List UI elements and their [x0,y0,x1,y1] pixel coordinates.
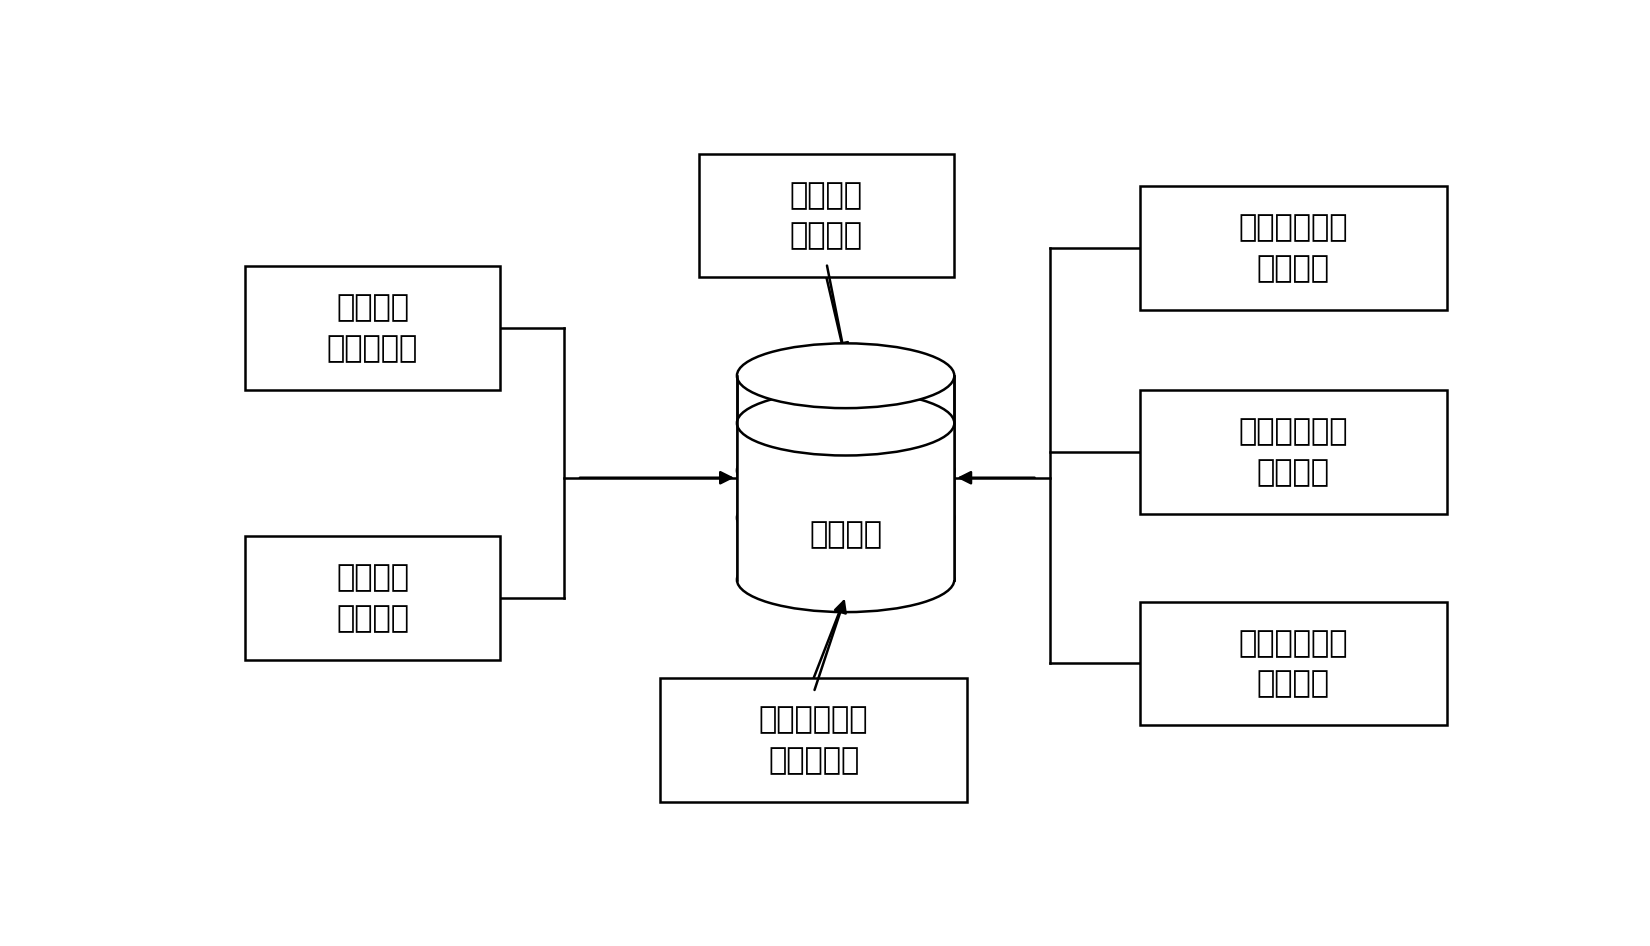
Text: 动态数据
采集模块: 动态数据 采集模块 [790,181,863,251]
Bar [244,536,500,660]
Bar [1140,602,1447,726]
Bar [738,376,954,580]
Ellipse shape [738,343,954,408]
Bar [1140,186,1447,310]
Text: 历史数据聚类
分析模块: 历史数据聚类 分析模块 [1239,214,1348,283]
Bar [698,153,954,277]
Text: 道路交通状态
判别模块: 道路交通状态 判别模块 [1239,417,1348,487]
Text: 动态数据
预处理模块: 动态数据 预处理模块 [327,293,417,363]
Bar [1140,391,1447,515]
Ellipse shape [738,438,954,503]
Bar [660,678,967,802]
Bar [738,470,954,580]
Bar [244,267,500,391]
Ellipse shape [738,485,954,551]
Ellipse shape [738,391,954,455]
Text: 数据存储: 数据存储 [808,520,883,550]
Bar [738,423,954,580]
Text: 历史数据
更新模块: 历史数据 更新模块 [337,563,409,633]
Text: 道路交通状态
显示模块: 道路交通状态 显示模块 [1239,629,1348,698]
Bar [738,517,954,580]
Text: 静态数据管理
与维护模块: 静态数据管理 与维护模块 [759,705,868,775]
Ellipse shape [738,548,954,612]
